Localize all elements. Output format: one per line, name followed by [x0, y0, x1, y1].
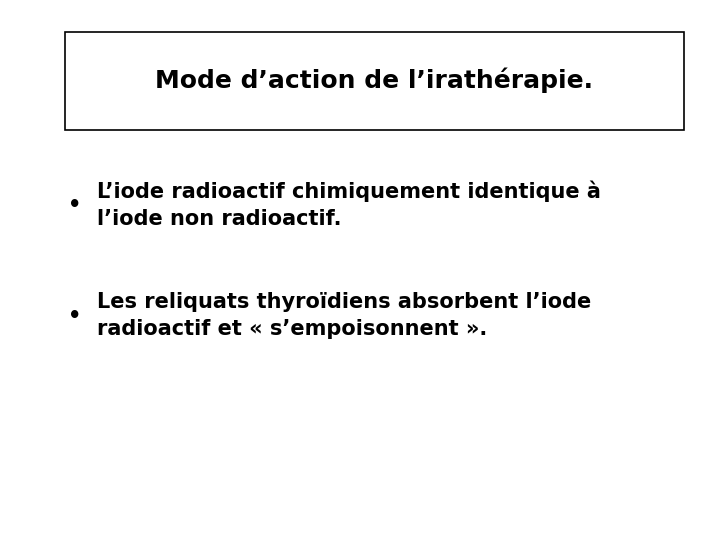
Text: •: • [68, 306, 82, 326]
Text: Mode d’action de l’irathérapie.: Mode d’action de l’irathérapie. [156, 68, 593, 93]
Text: L’iode radioactif chimiquement identique à: L’iode radioactif chimiquement identique… [97, 181, 601, 202]
Text: •: • [68, 195, 82, 215]
Text: Les reliquats thyroïdiens absorbent l’iode: Les reliquats thyroïdiens absorbent l’io… [97, 292, 591, 313]
Text: l’iode non radioactif.: l’iode non radioactif. [97, 208, 342, 229]
Text: radioactif et « s’empoisonnent ».: radioactif et « s’empoisonnent ». [97, 319, 487, 340]
